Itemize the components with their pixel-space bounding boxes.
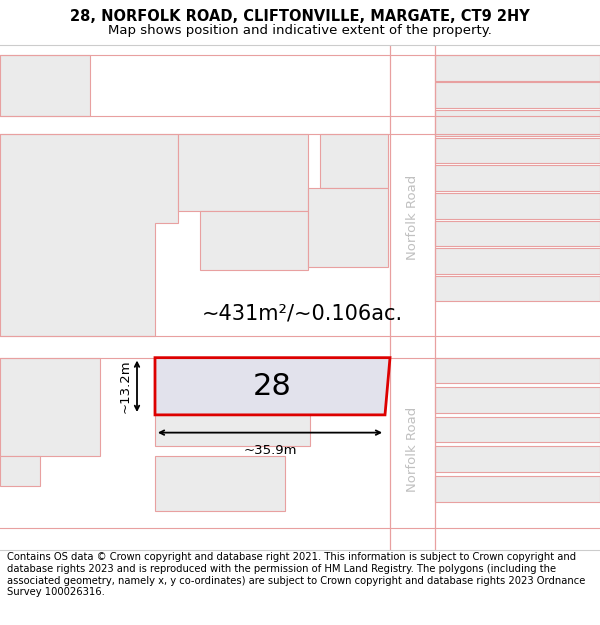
Text: ~431m²/~0.106ac.: ~431m²/~0.106ac. (202, 303, 403, 323)
Text: 28: 28 (253, 372, 292, 401)
Bar (435, 388, 600, 413)
Bar (435, 276, 600, 301)
Bar (0, 357, 100, 456)
Bar (0, 116, 600, 134)
Bar (320, 134, 388, 188)
Text: Map shows position and indicative extent of the property.: Map shows position and indicative extent… (108, 24, 492, 37)
Polygon shape (0, 456, 40, 486)
Bar (435, 221, 600, 246)
Bar (435, 82, 600, 108)
Text: 28, NORFOLK ROAD, CLIFTONVILLE, MARGATE, CT9 2HY: 28, NORFOLK ROAD, CLIFTONVILLE, MARGATE,… (70, 9, 530, 24)
Bar (0, 55, 90, 116)
Bar (155, 456, 285, 511)
Bar (435, 55, 600, 81)
Bar (178, 134, 308, 211)
Text: Norfolk Road: Norfolk Road (406, 175, 419, 260)
Bar (390, 45, 435, 550)
Text: Norfolk Road: Norfolk Road (406, 407, 419, 492)
Bar (435, 417, 600, 442)
Bar (435, 166, 600, 191)
Bar (435, 476, 600, 502)
Bar (308, 188, 388, 267)
Bar (155, 357, 310, 446)
Bar (435, 446, 600, 472)
Text: ~13.2m: ~13.2m (119, 359, 132, 413)
Bar (0, 45, 600, 55)
Bar (0, 528, 600, 550)
Bar (435, 248, 600, 274)
Bar (435, 138, 600, 163)
Bar (435, 357, 600, 383)
Bar (435, 110, 600, 136)
Text: ~35.9m: ~35.9m (243, 444, 297, 458)
Polygon shape (155, 357, 390, 415)
Bar (200, 211, 308, 270)
Bar (0, 336, 600, 357)
Text: Contains OS data © Crown copyright and database right 2021. This information is : Contains OS data © Crown copyright and d… (7, 552, 586, 598)
Polygon shape (0, 134, 178, 336)
Bar (435, 193, 600, 219)
